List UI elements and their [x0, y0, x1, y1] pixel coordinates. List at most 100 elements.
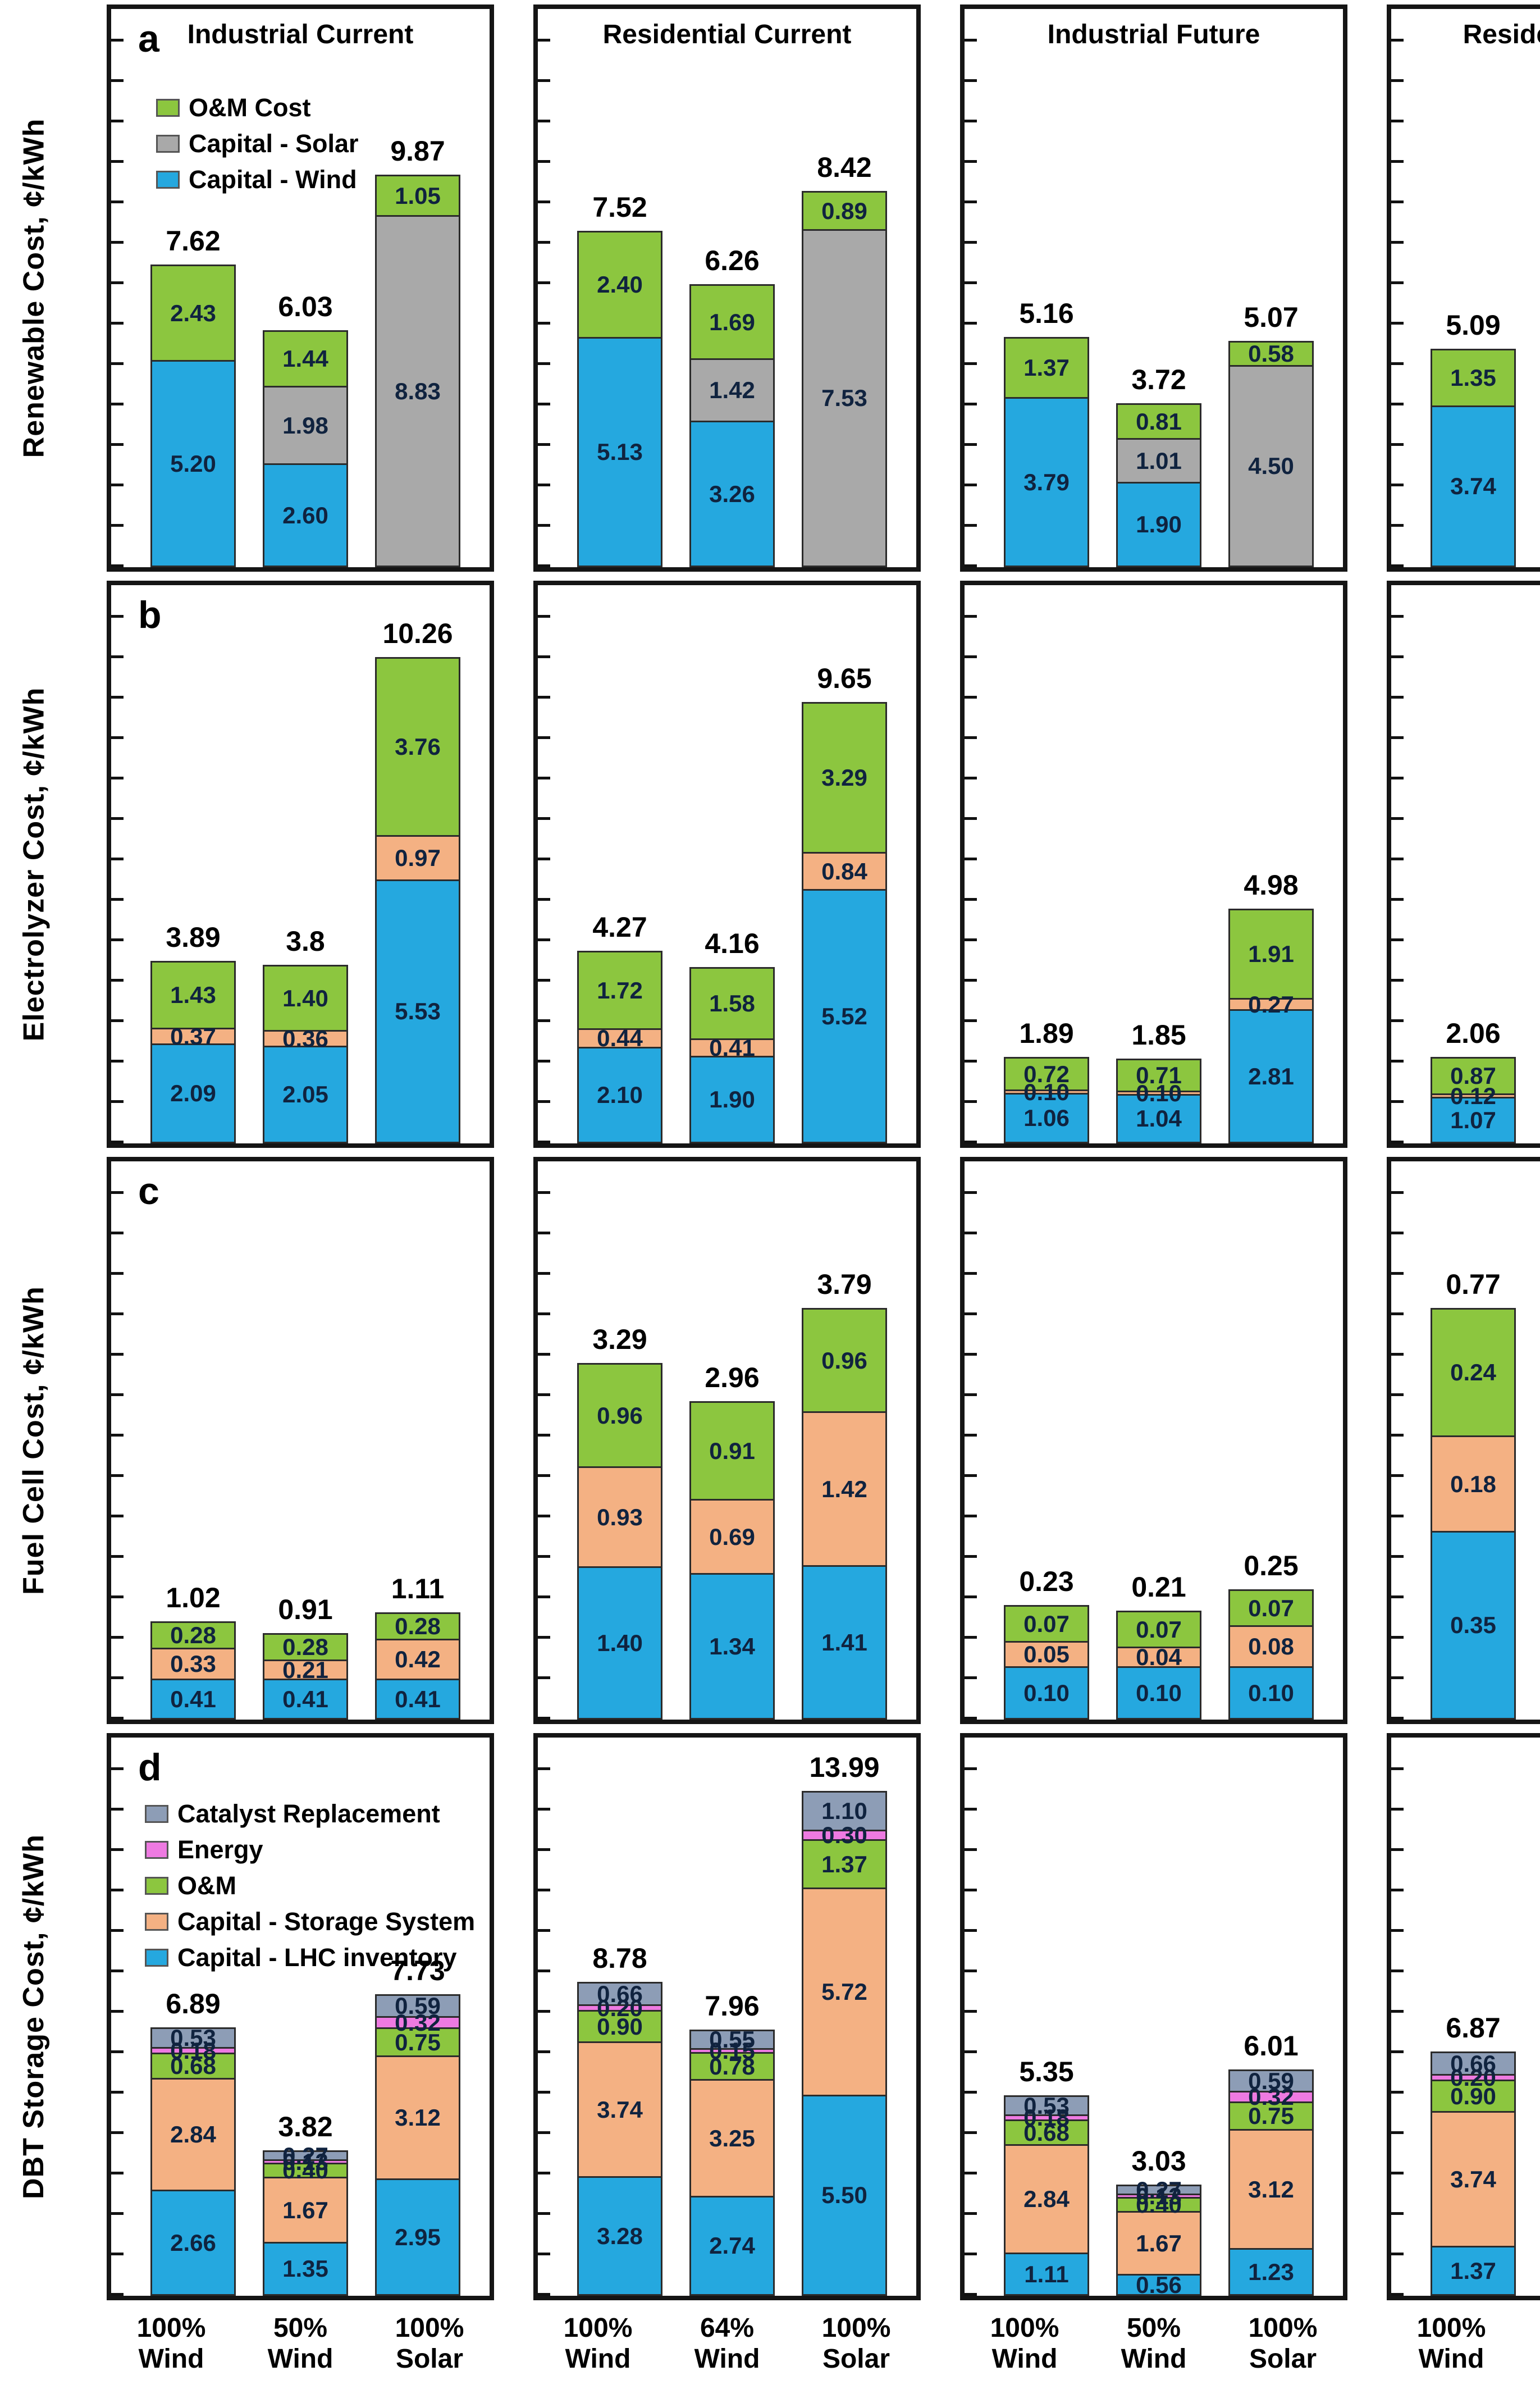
bar-segment-mid-orange: 0.21 — [263, 1658, 348, 1681]
bar-segment-capital-blue: 5.53 — [375, 879, 460, 1143]
y-axis-ticks — [965, 585, 977, 1143]
bar-total-label: 0.25 — [1244, 1550, 1299, 1581]
panel-c-industrial-future: 0.10 0.05 0.07 0.23 0.10 0.04 0.07 0.21 0.10 0.08… — [960, 1157, 1347, 1724]
segment-value-label: 0.10 — [1248, 1679, 1294, 1706]
segment-value-label: 0.53 — [1023, 2092, 1070, 2119]
bar-total-label: 0.68 — [1509, 1316, 1540, 1349]
segment-value-label: 0.40 — [1136, 2191, 1182, 2218]
stacked-bar: 2.05 0.36 1.40 3.8 — [263, 925, 348, 1143]
stacked-bar: 1.90 0.41 1.58 4.16 — [689, 928, 775, 1143]
bar-segment-energy: 0.20 — [1431, 2066, 1516, 2089]
segment-value-label: 0.33 — [170, 1651, 216, 1677]
bar-segment-capital-blue: 1.41 — [802, 1565, 887, 1720]
panel-title: Residential Current — [602, 20, 852, 49]
bar-total-label: 6.87 — [1446, 2012, 1501, 2044]
bar-total-label: 7.52 — [592, 192, 647, 223]
bar-segment-om-green: 1.43 — [150, 961, 236, 1029]
segment-value-label: 0.59 — [395, 1993, 441, 2019]
segment-value-label: 0.20 — [597, 1994, 643, 2021]
bar-total-label: 10.26 — [382, 618, 453, 649]
panel-title: Industrial Future — [1047, 20, 1260, 49]
bar-total-label: 6.01 — [1244, 2030, 1299, 2062]
bar-segment-mid-orange: 0.18 — [1431, 1435, 1516, 1533]
bar-total-label: 9.87 — [390, 135, 445, 167]
bar-total-label: 3.29 — [592, 1324, 647, 1355]
x-category-label: 100% Wind — [563, 2313, 633, 2374]
segment-value-label: 0.44 — [597, 1025, 643, 1051]
segment-value-label: 0.27 — [1136, 2176, 1182, 2203]
bar-segment-mid-orange: 0.37 — [150, 1024, 236, 1048]
segment-value-label: 1.11 — [1024, 2260, 1069, 2287]
segment-value-label: 1.69 — [709, 308, 755, 335]
bar-segment-om-green: 0.24 — [1431, 1308, 1516, 1437]
segment-value-label: 0.68 — [1023, 2119, 1070, 2146]
segment-value-label: 0.80 — [1525, 1070, 1540, 1093]
panel-a-residential-future: Residential Future 3.74 1.35 5.09 2.38 0.72 0.… — [1387, 4, 1540, 572]
segment-value-label: 0.42 — [395, 1646, 441, 1672]
segment-value-label: 1.58 — [709, 990, 755, 1016]
segment-value-label: 0.56 — [1136, 2271, 1182, 2298]
bar-segment-om: 0.68 — [150, 2053, 236, 2080]
y-axis-label: Fuel Cell Cost, ¢/kWh — [17, 1286, 51, 1595]
segment-value-label: 3.74 — [1450, 473, 1496, 499]
segment-value-label: 0.84 — [821, 858, 867, 885]
bar-total-label: 0.91 — [278, 1594, 333, 1625]
y-axis-ticks — [538, 1161, 550, 1720]
bar-total-label: 8.78 — [592, 1943, 647, 1974]
segment-value-label: 1.42 — [821, 1475, 867, 1502]
stacked-bar: 1.06 0.10 0.72 1.89 — [1004, 1018, 1089, 1143]
segment-value-label: 0.41 — [170, 1685, 216, 1712]
bar-segment-energy: 0.20 — [577, 1996, 662, 2019]
y-axis-ticks — [1391, 1161, 1404, 1720]
bar-segment-om-green: 0.28 — [375, 1612, 460, 1640]
bar-segment-om-green: 0.71 — [1116, 1059, 1201, 1092]
bar-segment-energy: 0.18 — [150, 2039, 236, 2062]
y-axis-label: DBT Storage Cost, ¢/kWh — [17, 1834, 51, 2199]
bar-segment-capital-blue: 2.81 — [1228, 1009, 1314, 1143]
segment-value-label: 0.18 — [170, 2037, 216, 2064]
segment-value-label: 0.78 — [709, 2053, 755, 2080]
legend-item: O&M — [145, 1871, 475, 1900]
bar-segment-capital-blue: 0.41 — [150, 1679, 236, 1720]
x-axis-labels: 100% Wind 50% Wind 100% Solar — [107, 2305, 494, 2389]
segment-value-label: 2.09 — [170, 1080, 216, 1106]
x-axis-corner-cell — [0, 2305, 67, 2389]
bar-segment-om-green: 0.91 — [689, 1401, 775, 1501]
bar-segment-capital-solar: 4.50 — [1228, 365, 1314, 567]
y-axis-ticks — [538, 1738, 550, 2296]
segment-value-label: 5.53 — [395, 998, 441, 1024]
bar-segment-energy: 0.30 — [802, 1823, 887, 1847]
stacked-bar: 2.81 0.27 1.91 4.98 — [1228, 869, 1314, 1143]
bar-segment-mid-orange: 1.42 — [802, 1411, 887, 1567]
bar-segment-capital-storage: 3.25 — [689, 2079, 775, 2197]
panel-d-industrial-current: d Catalyst Replacement Energy O&M Capital - … — [107, 1733, 494, 2300]
y-axis-ticks — [965, 1161, 977, 1720]
bar-segment-mid-orange: 0.33 — [150, 1648, 236, 1680]
legend-label: O&M — [177, 1871, 236, 1900]
stacked-bar: 3.28 3.74 0.90 0.20 0.66 8.78 — [577, 1943, 662, 2296]
bar-total-label: 7.62 — [166, 225, 221, 257]
bar-segment-om-green: 0.07 — [1228, 1589, 1314, 1627]
legend-swatch-capex_orange — [145, 1913, 168, 1931]
bar-segment-capital-blue: 0.10 — [1004, 1666, 1089, 1720]
bar-segment-mid-orange: 0.93 — [577, 1466, 662, 1568]
stacked-bar: 5.13 2.40 7.52 — [577, 192, 662, 567]
legend-swatch-catalyst_slate — [145, 1805, 168, 1823]
segment-value-label: 0.13 — [1136, 2182, 1182, 2209]
segment-value-label: 5.52 — [821, 1002, 867, 1029]
panel-c-industrial-current: c 0.41 0.33 0.28 1.02 0.41 0.21 0.28 0.91 0.41 0.4… — [107, 1157, 494, 1724]
bar-segment-capital-wind: 3.79 — [1004, 397, 1089, 567]
segment-value-label: 0.93 — [597, 1503, 643, 1530]
bar-total-label: 3.72 — [1131, 364, 1186, 395]
segment-value-label: 0.81 — [1136, 408, 1182, 435]
x-axis-labels: 100% Wind 50% Wind 100% Solar — [960, 2305, 1347, 2389]
segment-value-label: 1.06 — [1023, 1105, 1070, 1131]
stacked-bar: 2.95 3.12 0.75 0.32 0.59 7.73 — [375, 1955, 460, 2296]
segment-value-label: 0.75 — [395, 2028, 441, 2055]
stacked-bar: 8.83 1.05 9.87 — [375, 135, 460, 567]
bar-segment-catalyst: 0.53 — [1004, 2094, 1089, 2117]
legend-swatch-solar_gray — [156, 135, 180, 153]
bars-area: 3.741.355.092.380.720.953.873.830.494.32 — [1404, 11, 1540, 567]
y-axis-ticks — [1391, 1738, 1404, 2296]
